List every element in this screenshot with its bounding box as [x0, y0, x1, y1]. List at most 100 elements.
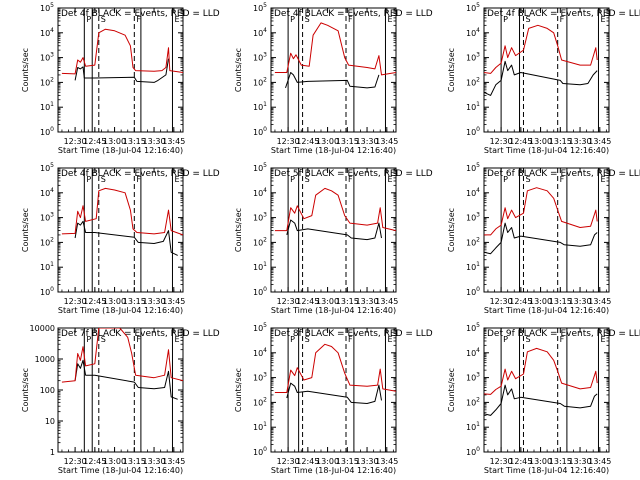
panel: Det 8f BLACK = Events, RED = LLD10010110…: [234, 322, 433, 475]
y-tick-label: 105: [253, 162, 267, 173]
x-tick-label: 12:30: [64, 137, 87, 146]
x-tick-label: 13:30: [569, 137, 592, 146]
interval-marker: E: [174, 335, 179, 344]
x-tick-label: 13:00: [103, 457, 126, 466]
interval-marker: S: [525, 15, 530, 24]
events-series-line: [484, 222, 598, 255]
x-tick-label: 13:00: [529, 137, 552, 146]
y-tick-label: 105: [466, 322, 480, 333]
x-axis-label: Start Time (18-Jul-04 12:16:40): [484, 306, 609, 315]
interval-marker: F: [348, 175, 353, 184]
y-tick-label: 104: [466, 347, 480, 358]
interval-marker: F: [136, 15, 141, 24]
y-tick-label: 100: [40, 286, 54, 297]
events-series-line: [484, 60, 598, 96]
x-tick-label: 13:45: [375, 297, 398, 306]
x-tick-label: 12:30: [490, 297, 513, 306]
y-tick-label: 101: [253, 421, 267, 432]
x-tick-label: 13:30: [143, 137, 166, 146]
lld-series-line: [484, 24, 598, 74]
events-series-line: [286, 219, 382, 241]
x-tick-label: 13:00: [103, 137, 126, 146]
interval-marker: S: [525, 335, 530, 344]
y-tick-label: 102: [40, 76, 54, 87]
y-tick-label: 102: [466, 76, 480, 87]
x-tick-label: 13:45: [162, 457, 185, 466]
x-tick-label: 12:45: [83, 297, 106, 306]
panel-title: Det 9f BLACK = Events, RED = LLD: [487, 329, 640, 339]
y-tick-label: 104: [466, 27, 480, 38]
events-series-line: [74, 58, 169, 83]
x-tick-label: 13:45: [375, 137, 398, 146]
interval-marker: E: [600, 15, 605, 24]
x-axis-label: Start Time (18-Jul-04 12:16:40): [271, 466, 396, 475]
interval-marker: P: [503, 175, 508, 184]
x-tick-label: 12:30: [490, 457, 513, 466]
y-tick-label: 101: [466, 101, 480, 112]
y-tick-label: 100: [40, 386, 55, 395]
x-axis-label: Start Time (18-Jul-04 12:16:40): [271, 146, 396, 155]
interval-marker: P: [290, 335, 295, 344]
interval-marker: E: [387, 15, 392, 24]
panel: Det 4f BLACK = Events, RED = LLD10010110…: [21, 2, 220, 155]
x-axis-label: Start Time (18-Jul-04 12:16:40): [58, 466, 183, 475]
x-tick-label: 13:00: [103, 297, 126, 306]
plot-frame: [57, 7, 184, 133]
events-series-line: [484, 384, 598, 416]
y-tick-label: 102: [466, 396, 480, 407]
events-series-line: [285, 72, 380, 89]
interval-marker: P: [503, 335, 508, 344]
x-tick-label: 13:30: [143, 457, 166, 466]
events-series-line: [74, 359, 178, 400]
interval-marker: S: [101, 335, 106, 344]
y-tick-label: 103: [40, 212, 54, 223]
panel-title: Det 6f BLACK = Events, RED = LLD: [487, 169, 640, 179]
interval-marker: P: [503, 15, 508, 24]
y-tick-label: 102: [40, 236, 54, 247]
x-tick-label: 13:15: [123, 457, 146, 466]
panel: Det 9f BLACK = Events, RED = LLD 100 101 10…: [447, 322, 640, 475]
x-tick-label: 12:45: [296, 137, 319, 146]
y-tick-label: 105: [466, 2, 480, 13]
y-tick-label: 104: [40, 27, 54, 38]
y-tick-label: 104: [253, 347, 267, 358]
x-tick-label: 13:15: [336, 457, 359, 466]
y-tick-label: 104: [466, 187, 480, 198]
lld-series-line: [274, 187, 396, 232]
interval-marker: E: [174, 175, 179, 184]
plot-frame: [483, 7, 610, 133]
lld-series-line: [61, 28, 183, 75]
x-tick-label: 13:45: [375, 457, 398, 466]
y-tick-label: 10: [45, 417, 55, 426]
y-axis-label: Counts/sec: [21, 208, 30, 252]
y-tick-label: 100: [253, 446, 267, 457]
x-tick-label: 12:45: [509, 137, 532, 146]
interval-marker: F: [136, 175, 141, 184]
y-tick-label: 102: [466, 236, 480, 247]
y-tick-label: 101: [253, 261, 267, 272]
x-tick-label: 13:00: [316, 137, 339, 146]
panel: Det 4f BLACK = Events, RED = LLD10010110…: [21, 162, 220, 315]
y-tick-label: 10000: [30, 324, 55, 333]
lld-series-line: [484, 347, 598, 395]
y-tick-label: 100: [466, 126, 480, 137]
interval-marker: F: [560, 175, 565, 184]
x-tick-label: 12:45: [509, 297, 532, 306]
x-tick-label: 13:15: [123, 137, 146, 146]
panel: Det 6f BLACK = Events, RED = LLD 100 101 10…: [447, 162, 640, 315]
x-tick-label: 12:45: [296, 297, 319, 306]
x-tick-label: 12:45: [509, 457, 532, 466]
x-axis-label: Start Time (18-Jul-04 12:16:40): [58, 306, 183, 315]
panel: Det 7f BLACK = Events, RED = LLD11010010…: [21, 324, 220, 475]
interval-marker: E: [174, 15, 179, 24]
x-tick-label: 12:30: [277, 137, 300, 146]
y-tick-label: 105: [253, 2, 267, 13]
x-tick-label: 13:00: [316, 457, 339, 466]
y-tick-label: 101: [40, 101, 54, 112]
interval-marker: S: [101, 15, 106, 24]
y-tick-label: 1: [50, 448, 55, 457]
y-axis-label: Counts/sec: [234, 368, 243, 412]
x-tick-label: 12:45: [83, 137, 106, 146]
x-axis-label: Start Time (18-Jul-04 12:16:40): [58, 146, 183, 155]
